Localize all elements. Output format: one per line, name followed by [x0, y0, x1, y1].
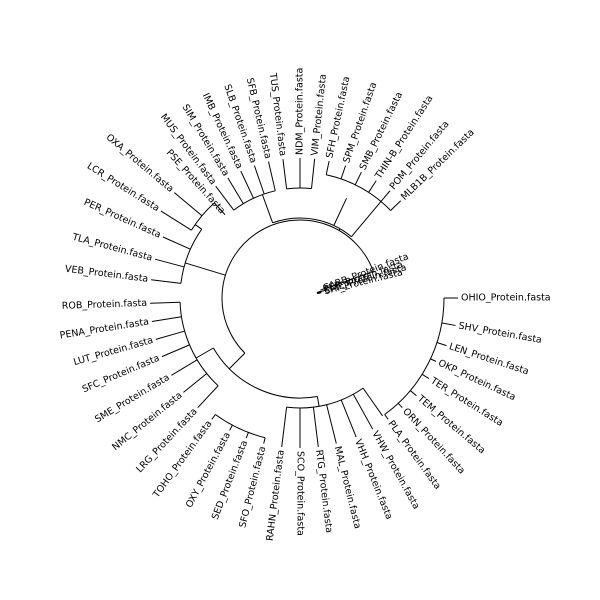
branch-edge: [161, 344, 190, 358]
branch-edge: [195, 347, 214, 359]
branch-edge: [316, 290, 322, 293]
branch-arc: [326, 174, 391, 211]
tip-label: ROB_Protein.fasta: [62, 298, 148, 312]
branch-edge: [194, 224, 202, 230]
branch-edge: [326, 404, 337, 444]
branch-edge: [397, 402, 403, 409]
branch-edge: [352, 393, 374, 430]
branch-edge: [316, 396, 320, 407]
branch-arc: [286, 187, 312, 190]
branch-edge: [253, 165, 265, 195]
branch-edge: [261, 194, 274, 223]
branch-edge: [351, 201, 382, 238]
branch-edge: [154, 258, 185, 268]
branch-edge: [185, 262, 226, 276]
branch-edge: [333, 198, 347, 226]
branch-edge: [160, 210, 192, 231]
branch-arc: [179, 302, 219, 387]
branch-edge: [311, 158, 316, 189]
branch-edge: [325, 160, 330, 175]
branch-edge: [436, 342, 447, 347]
tip-label: PENA_Protein.fasta: [59, 316, 150, 341]
branch-edge: [162, 236, 191, 250]
branch-edge: [263, 437, 266, 444]
branch-edge: [384, 414, 389, 420]
branch-edge: [227, 177, 244, 204]
tip-label: NDM_Protein.fasta: [295, 68, 306, 155]
branch-arc: [233, 190, 276, 211]
branch-edge: [317, 291, 322, 294]
branch-edge: [151, 279, 181, 284]
branch-edge: [245, 432, 249, 439]
tree-branches: [150, 158, 458, 448]
tip-label: RAHN_Protein.fasta: [265, 449, 287, 541]
branch-edge: [215, 185, 235, 211]
branch-edge: [229, 424, 233, 431]
branch-arc: [221, 219, 374, 354]
branch-edge: [409, 390, 417, 397]
branch-arc: [212, 347, 318, 399]
branch-edge: [213, 202, 226, 216]
branch-edge: [240, 170, 254, 199]
branch-edge: [183, 373, 208, 393]
branch-edge: [320, 287, 327, 291]
branch-edge: [197, 385, 219, 409]
tip-label: VIM_Protein.fasta: [309, 73, 329, 156]
tip-label: RTG_Protein.fasta: [313, 449, 334, 534]
branch-edge: [151, 316, 182, 322]
branch-edge: [174, 192, 203, 217]
branch-edge: [421, 373, 430, 379]
branch-edge: [317, 292, 322, 295]
branch-edge: [211, 414, 216, 420]
branch-edge: [362, 387, 384, 417]
branch-arc: [272, 217, 352, 238]
branch-edge: [155, 330, 185, 340]
tip-label: VEB_Protein.fasta: [64, 264, 148, 285]
tip-label: SHV_Protein.fasta: [458, 321, 543, 346]
branch-edge: [368, 180, 377, 193]
branch-edge: [150, 301, 181, 304]
branch-edge: [354, 171, 362, 185]
tip-label: OHIO_Protein.fasta: [461, 293, 551, 304]
branch-edge: [326, 270, 374, 289]
tip-label: TLA_Protein.fasta: [70, 231, 154, 263]
tip-label: SCO_Protein.fasta: [295, 451, 306, 536]
branch-arc: [384, 297, 445, 415]
branch-edge: [441, 322, 456, 326]
branch-edge: [171, 359, 198, 376]
tip-label: MAL_Protein.fasta: [332, 445, 363, 530]
branch-edge: [282, 158, 288, 189]
branch-edge: [228, 352, 246, 370]
branch-arc: [215, 414, 266, 439]
branch-edge: [340, 165, 347, 180]
branch-arc: [180, 228, 203, 284]
branch-edge: [312, 407, 319, 447]
branch-edge: [430, 358, 437, 362]
tip-labels: OHIO_Protein.fastaSHV_Protein.fastaLEN_P…: [59, 68, 551, 542]
branch-edge: [268, 161, 276, 191]
branch-edge: [390, 200, 402, 211]
branch-edge: [281, 407, 288, 447]
branch-edge: [340, 399, 357, 438]
branch-edge: [380, 190, 391, 202]
